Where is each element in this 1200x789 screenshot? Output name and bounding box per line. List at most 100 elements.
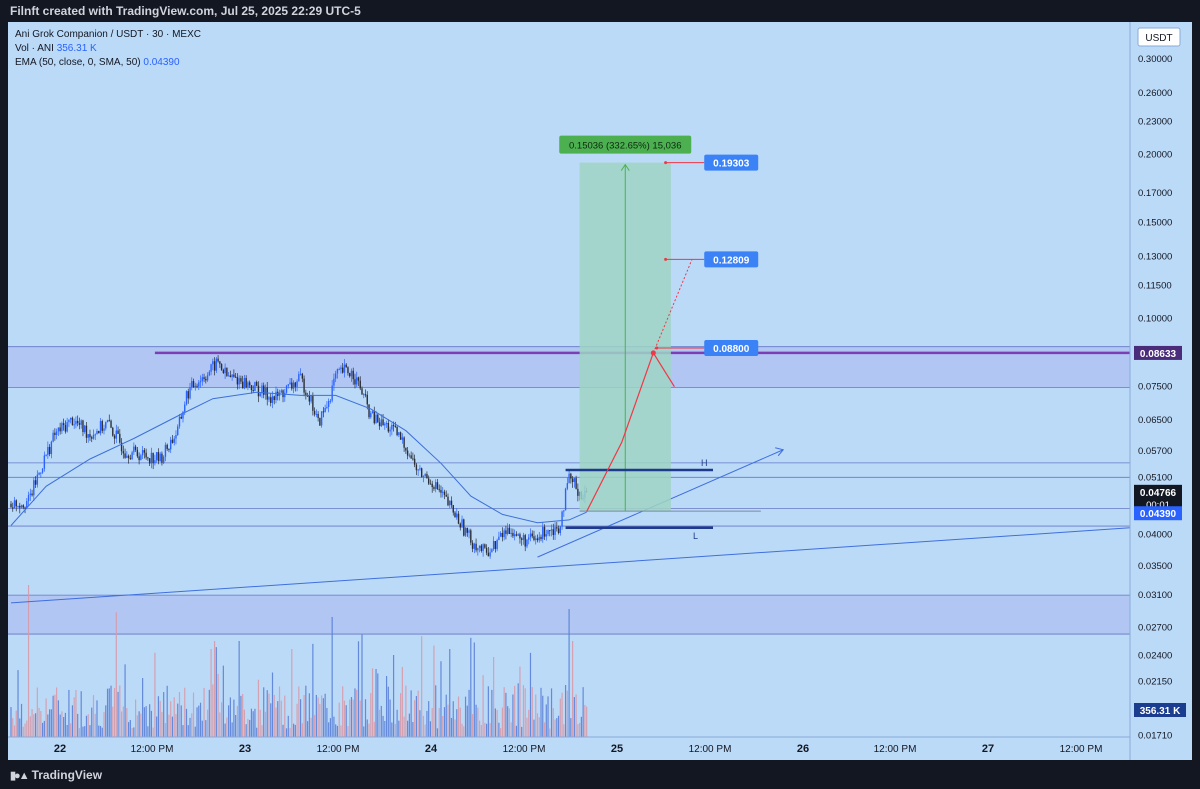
candle-body bbox=[471, 542, 474, 549]
volume-bar bbox=[161, 711, 163, 737]
candle-body bbox=[59, 427, 61, 432]
candle-body bbox=[73, 424, 75, 426]
tradingview-logo[interactable]: ▮●▲ TradingView bbox=[10, 768, 102, 782]
volume-bar bbox=[566, 690, 568, 737]
target-arrowhead bbox=[620, 163, 630, 171]
price-chart[interactable]: 0.15036 (332.65%) 15,036 H L 0.19303 0.12809… bbox=[8, 22, 1192, 760]
volume-bar bbox=[384, 720, 386, 737]
volume-bar bbox=[572, 641, 574, 737]
candle-body bbox=[401, 437, 404, 440]
volume-bar bbox=[361, 634, 363, 737]
candle-body bbox=[229, 375, 232, 378]
volume-bar bbox=[52, 695, 54, 737]
volume-bar bbox=[19, 718, 21, 737]
candle-body bbox=[152, 452, 154, 464]
volume-bar bbox=[447, 704, 449, 737]
volume-bar bbox=[405, 685, 407, 737]
volume-bar bbox=[27, 585, 30, 737]
candle-body bbox=[566, 483, 569, 489]
candle-body bbox=[240, 378, 242, 382]
candle-body bbox=[245, 378, 247, 388]
time-tick-label: 27 bbox=[982, 743, 994, 755]
volume-bar bbox=[556, 718, 558, 737]
candle-body bbox=[19, 505, 21, 508]
volume-bar bbox=[50, 709, 52, 737]
volume-bar bbox=[289, 727, 291, 737]
candle-body bbox=[563, 510, 565, 512]
volume-bar bbox=[275, 707, 277, 737]
volume-bar bbox=[377, 673, 379, 737]
candle-body bbox=[435, 482, 437, 489]
candle-body bbox=[27, 495, 30, 502]
candle-body bbox=[340, 367, 342, 370]
candle-body bbox=[36, 474, 39, 485]
volume-bar bbox=[291, 649, 293, 737]
volume-bar bbox=[194, 726, 196, 737]
volume-bar bbox=[73, 697, 75, 737]
chart-frame[interactable]: 0.15036 (332.65%) 15,036 H L 0.19303 0.12809… bbox=[8, 22, 1192, 760]
last-price-label: 0.04766 bbox=[1140, 488, 1177, 499]
target-node-0 bbox=[664, 161, 668, 165]
volume-bar bbox=[542, 695, 544, 737]
candle-body bbox=[420, 468, 423, 478]
price-tick-label: 0.06500 bbox=[1138, 415, 1172, 426]
candle-body bbox=[452, 505, 454, 513]
candle-body bbox=[350, 370, 353, 377]
volume-bar bbox=[243, 709, 246, 737]
candle-body bbox=[162, 456, 165, 463]
volume-bar bbox=[310, 717, 312, 737]
volume-bar bbox=[119, 685, 121, 737]
candle-body bbox=[34, 480, 37, 485]
volume-bar bbox=[382, 715, 384, 737]
volume-bar bbox=[235, 715, 237, 737]
candle-body bbox=[378, 422, 381, 427]
candle-body bbox=[554, 527, 556, 536]
volume-bar bbox=[66, 724, 68, 737]
candle-body bbox=[291, 382, 293, 389]
volume-bar bbox=[54, 694, 56, 737]
volume-bar bbox=[292, 723, 295, 737]
candle-body bbox=[359, 380, 361, 389]
volume-bar bbox=[257, 679, 260, 737]
currency-label: USDT bbox=[1145, 33, 1172, 44]
candle-body bbox=[45, 454, 47, 456]
candle-body bbox=[356, 377, 358, 385]
price-tick-label: 0.13000 bbox=[1138, 251, 1172, 262]
volume-bar bbox=[57, 700, 59, 737]
volume-bar bbox=[189, 717, 191, 737]
volume-bar bbox=[579, 722, 581, 737]
candle-body bbox=[175, 434, 177, 439]
candle-body bbox=[213, 361, 216, 371]
candle-body bbox=[461, 519, 463, 528]
candle-body bbox=[366, 394, 368, 405]
volume-bar bbox=[263, 687, 265, 737]
volume-bar bbox=[59, 714, 61, 737]
volume-bar bbox=[464, 696, 467, 737]
volume-bar bbox=[484, 722, 486, 737]
time-tick-label: 12:00 PM bbox=[874, 744, 917, 755]
volume-bar bbox=[343, 700, 346, 737]
volume-bar bbox=[208, 689, 210, 737]
volume-bar bbox=[536, 713, 539, 737]
volume-bar bbox=[215, 647, 217, 737]
chart-legend: Ani Grok Companion / USDT · 30 · MEXC Vo… bbox=[15, 28, 201, 70]
time-tick-label: 12:00 PM bbox=[317, 744, 360, 755]
volume-bar bbox=[333, 716, 335, 737]
candle-body bbox=[133, 446, 135, 453]
candle-body bbox=[40, 472, 42, 474]
candle-body bbox=[143, 450, 146, 453]
ema-label: EMA (50, close, 0, SMA, 50) bbox=[15, 57, 141, 68]
target-node-1 bbox=[664, 257, 668, 261]
volume-bar bbox=[184, 687, 186, 737]
volume-bar bbox=[63, 717, 65, 737]
volume-bar bbox=[422, 715, 425, 737]
price-tick-label: 0.15000 bbox=[1138, 218, 1172, 229]
volume-bar bbox=[575, 694, 577, 737]
tradingview-brand: TradingView bbox=[31, 768, 103, 782]
volume-bar bbox=[400, 693, 402, 737]
volume-bar bbox=[94, 713, 96, 737]
time-tick-label: 25 bbox=[611, 743, 623, 755]
candle-body bbox=[222, 369, 225, 374]
candle-body bbox=[482, 544, 484, 551]
volume-bar bbox=[205, 720, 207, 737]
